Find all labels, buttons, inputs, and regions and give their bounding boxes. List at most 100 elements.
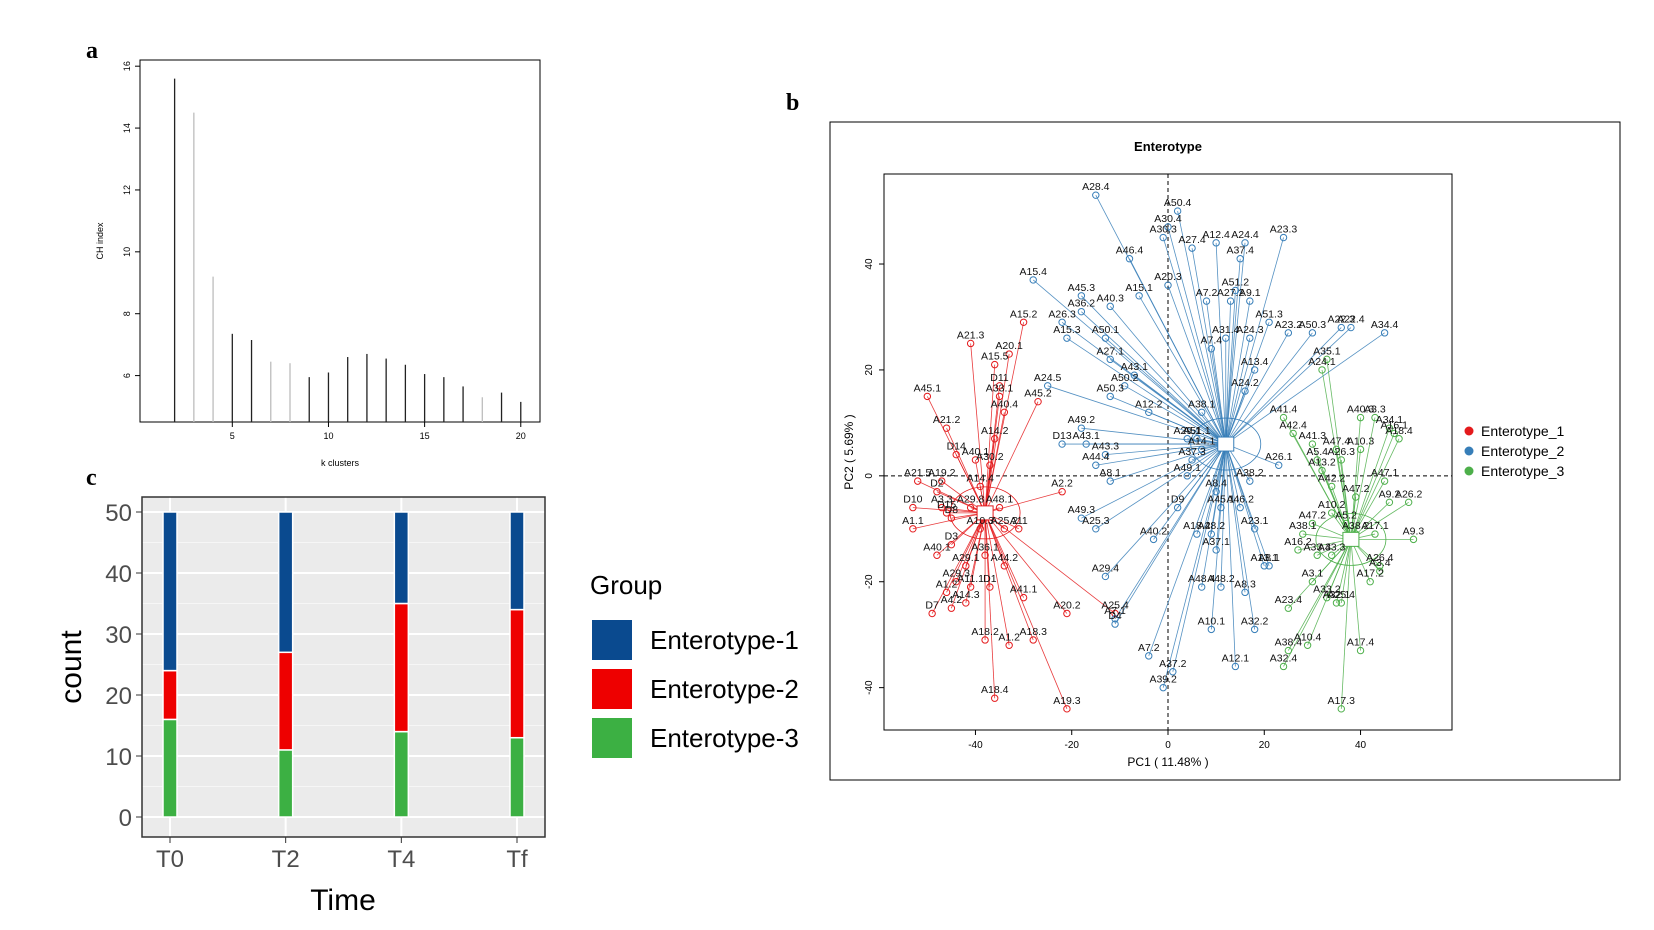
chart-b-point (1005, 641, 1013, 649)
chart-b-point (1327, 482, 1336, 491)
chart-b-point (1303, 641, 1312, 649)
chart-b-link (1283, 539, 1352, 667)
chart-b-link (1350, 428, 1390, 540)
chart-b-point (1000, 525, 1009, 533)
chart-a-frame (139, 59, 541, 423)
chart-b-point (1202, 297, 1211, 305)
chart-b-point (1101, 450, 1110, 459)
chart-b-point-label: A51.2 (1222, 276, 1250, 288)
chart-a-ytick-label: 6 (122, 373, 132, 378)
chart-b-point-label: A9.1 (1239, 287, 1261, 299)
chart-b-link (1350, 438, 1400, 540)
chart-b-link (1350, 501, 1409, 540)
chart-b-legend-marker (1464, 426, 1474, 436)
chart-b-point (1063, 705, 1071, 713)
chart-b-point-label: A46.2 (1226, 494, 1254, 506)
chart-b-point (1318, 366, 1326, 374)
chart-c-bar-segment (162, 669, 178, 721)
chart-b-point-label: A12.4 (1202, 229, 1230, 241)
chart-b-point-label: A7.4 (1201, 335, 1223, 347)
chart-b-point (1390, 429, 1398, 438)
chart-a-xtick-label: 5 (230, 431, 235, 441)
chart-b-point-label: A40.3 (1347, 404, 1375, 416)
chart-b-link (1124, 385, 1226, 445)
chart-b-point (1226, 297, 1235, 305)
chart-b-link (1225, 443, 1279, 466)
chart-b-point (995, 503, 1004, 512)
chart-b-legend-marker (1464, 466, 1474, 476)
chart-b-point-label: A30.2 (976, 451, 1004, 463)
chart-b-point-label: A47.1 (1371, 467, 1399, 479)
chart-b-link (1105, 443, 1227, 577)
chart-b-point (1193, 435, 1201, 443)
chart-b-point-label: A43.1 (1072, 430, 1100, 442)
chart-b-point-label: A5.2 (1335, 509, 1357, 521)
chart-b-link (1210, 348, 1227, 445)
chart-b-point (1106, 477, 1114, 485)
chart-b-point (1130, 371, 1139, 379)
chart-c-ytick-label: 10 (105, 744, 132, 771)
panel-letter-a: a (86, 38, 98, 64)
chart-c-xtick-label: T2 (272, 846, 300, 873)
chart-b-point-label: A17.3 (1328, 695, 1356, 707)
chart-b-point (1279, 233, 1288, 242)
chart-a-ytick-label: 10 (122, 247, 132, 257)
chart-c-ytick-label: 20 (105, 683, 132, 710)
chart-b-point-label: A18.2 (971, 626, 999, 638)
chart-b-link (1288, 539, 1352, 609)
chart-a-ytick-label: 14 (122, 123, 132, 133)
chart-b-point (1380, 477, 1389, 485)
panel-letter-c: c (86, 465, 97, 491)
chart-b-point-label: D2 (930, 478, 944, 490)
chart-b-point-label: A51.3 (1255, 308, 1283, 320)
chart-b-link (1340, 539, 1352, 709)
chart-b-point (1347, 323, 1355, 332)
chart-c-bar-segment (162, 718, 178, 818)
chart-b-point (1250, 525, 1259, 533)
chart-b-point (1207, 625, 1216, 634)
chart-b-point-label: A47.2 (1299, 509, 1327, 521)
chart-b-centroid (1217, 436, 1235, 452)
chart-b-point (1043, 382, 1052, 390)
chart-b-pca-enterotype: Enterotype A21.3A20.1A15.5A15.2D11A21.5A… (829, 121, 1621, 781)
chart-c-bar-segment (277, 651, 294, 751)
chart-b-point (1371, 413, 1379, 422)
chart-b-link (1350, 539, 1361, 651)
chart-b-point (1241, 387, 1249, 395)
chart-b-point-label: A10.3 (1347, 435, 1375, 447)
chart-b-point (1337, 599, 1345, 607)
chart-b-point-label: A22.3 (1328, 314, 1356, 326)
chart-b-point (1246, 297, 1254, 305)
chart-b-point-label: A27.2 (1217, 287, 1245, 299)
chart-b-point (1246, 477, 1254, 485)
chart-b-point-label: A32.2 (1241, 615, 1269, 627)
chart-b-point-label: A13.2 (1308, 457, 1336, 469)
chart-b-point-label: D10 (903, 494, 922, 506)
chart-b-point (1376, 567, 1384, 575)
chart-b-point-label: A16.1 (1381, 419, 1409, 431)
chart-b-point (1173, 207, 1182, 215)
chart-b-point-label: A48.4 (1188, 573, 1216, 585)
chart-b-point-label: A10.2 (1318, 499, 1346, 511)
chart-b-point-label: A24.1 (1308, 356, 1336, 368)
chart-b-point (1120, 382, 1129, 390)
chart-b-point (1111, 615, 1119, 623)
chart-c-bar-segment (509, 736, 525, 818)
chart-b-point-label: A23.2 (1275, 319, 1303, 331)
chart-b-point (1327, 551, 1336, 559)
chart-b-point (1063, 334, 1071, 342)
chart-b-link (984, 512, 1116, 614)
chart-b-ytick-label: 40 (864, 258, 875, 270)
panel-letter-b: b (786, 90, 799, 116)
chart-b-point-label: A48.2 (1198, 520, 1226, 532)
chart-b-point (1149, 535, 1158, 544)
chart-b-link (984, 465, 991, 513)
chart-b-point-label: D8 (945, 504, 959, 516)
chart-b-point (1236, 503, 1244, 512)
chart-a-xtick-label: 20 (516, 431, 526, 441)
chart-b-point (1188, 244, 1196, 252)
chart-b-point-label: A45.1 (1207, 494, 1235, 506)
chart-b-ytick-label: -20 (864, 574, 875, 589)
chart-b-point (1145, 408, 1153, 416)
chart-b-point (1265, 318, 1273, 326)
